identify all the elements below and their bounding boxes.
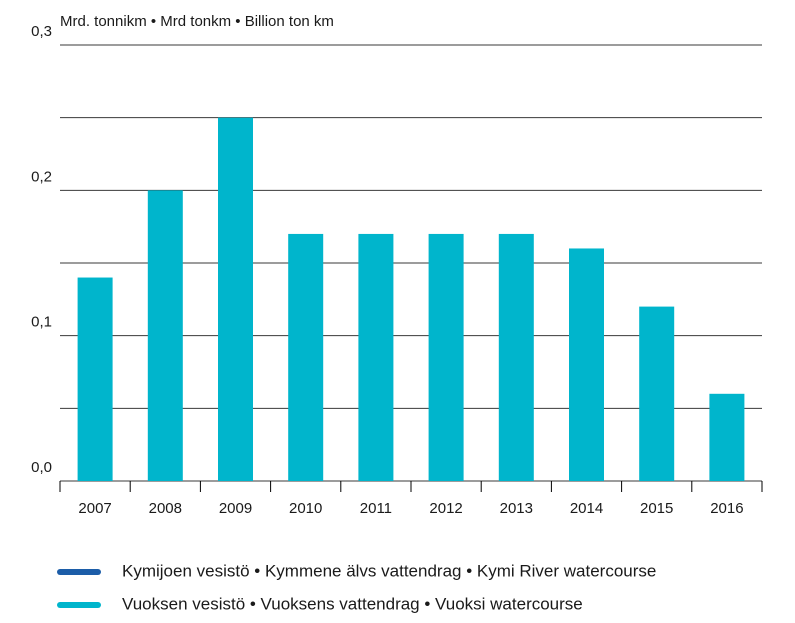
bar	[569, 248, 604, 481]
bar	[498, 233, 534, 481]
bar	[358, 233, 394, 481]
y-tick-label: 0,3	[31, 23, 52, 40]
chart-title: Mrd. tonnikm • Mrd tonkm • Billion ton k…	[60, 13, 334, 30]
x-tick-label: 2015	[640, 500, 673, 517]
x-tick-label: 2009	[219, 500, 252, 517]
bar	[147, 190, 183, 482]
x-tick-label: 2013	[500, 500, 533, 517]
x-tick-label: 2011	[360, 500, 392, 517]
x-tick-label: 2016	[710, 500, 743, 517]
x-tick-label: 2007	[78, 500, 111, 517]
x-tick-label: 2008	[149, 500, 182, 517]
y-tick-label: 0,2	[31, 168, 52, 185]
x-tick-label: 2014	[570, 500, 603, 517]
bar	[77, 277, 113, 481]
legend-label: Kymijoen vesistö • Kymmene älvs vattendr…	[122, 561, 656, 580]
legend-label: Vuoksen vesistö • Vuoksens vattendrag • …	[122, 594, 583, 613]
bar	[288, 233, 324, 481]
y-tick-label: 0,0	[31, 459, 52, 476]
bar	[428, 233, 464, 481]
bar	[709, 393, 745, 481]
bar	[639, 306, 675, 481]
bar	[218, 117, 253, 482]
y-tick-label: 0,1	[31, 314, 52, 331]
x-tick-label: 2012	[429, 500, 462, 517]
x-tick-label: 2010	[289, 500, 322, 517]
